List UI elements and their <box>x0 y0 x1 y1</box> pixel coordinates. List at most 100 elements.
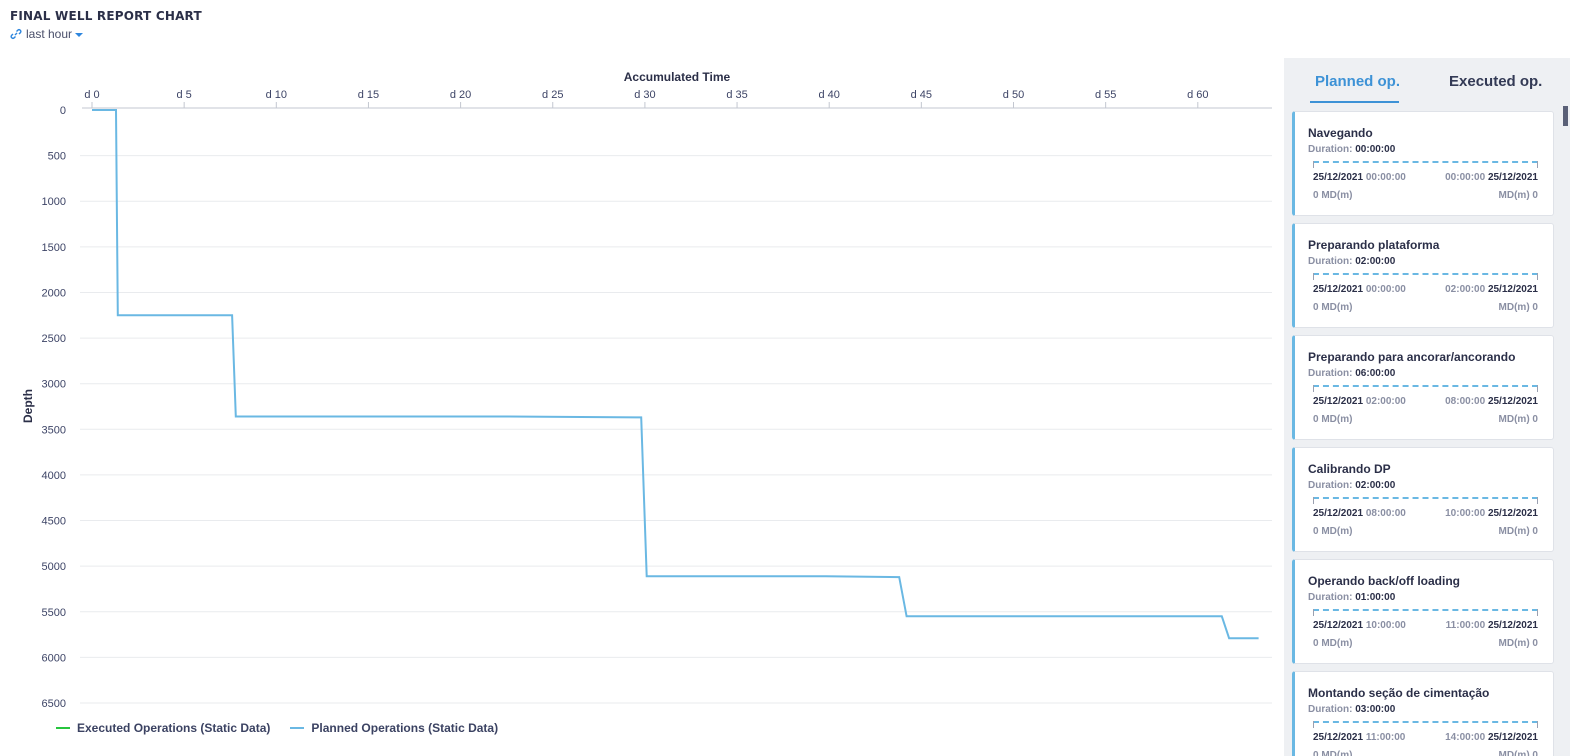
start-md: 0 MD(m) <box>1313 414 1353 425</box>
planned-series-line <box>92 109 1259 640</box>
y-tick-label: 5500 <box>42 607 66 619</box>
y-tick-label: 6000 <box>42 652 66 664</box>
tab-executed-operations[interactable]: Executed op. <box>1449 73 1543 90</box>
end-md: MD(m) 0 <box>1498 190 1538 201</box>
x-tick-label: d 35 <box>726 89 747 101</box>
timeline-start-tick <box>1313 385 1314 392</box>
operation-card[interactable]: Preparando para ancorar/ancorando Duratio… <box>1292 335 1554 440</box>
end-date: 25/12/2021 <box>1487 396 1538 407</box>
operation-name: Navegando <box>1308 126 1373 140</box>
y-tick-label: 3000 <box>42 379 66 391</box>
operations-panel: Planned op. Executed op. Navegando Durati… <box>1284 58 1570 756</box>
operation-end: 00:00:00 25/12/2021 <box>1445 172 1538 183</box>
end-time: 00:00:00 <box>1445 172 1486 183</box>
x-tick-label: d 40 <box>818 89 839 101</box>
tab-planned-operations[interactable]: Planned op. <box>1315 73 1401 90</box>
timeline-start-tick <box>1313 497 1314 504</box>
duration-value: 01:00:00 <box>1355 592 1396 603</box>
timeline-end-tick <box>1537 609 1538 616</box>
operations-tabs: Planned op. Executed op. <box>1284 58 1570 108</box>
legend-swatch-planned <box>290 727 305 729</box>
duration-value: 02:00:00 <box>1355 480 1396 491</box>
start-date: 25/12/2021 <box>1313 508 1364 519</box>
operation-duration: Duration: 02:00:00 <box>1308 256 1395 267</box>
x-tick-label: d 55 <box>1095 89 1116 101</box>
start-date: 25/12/2021 <box>1313 284 1364 295</box>
duration-label: Duration: <box>1308 480 1353 491</box>
operation-timeline <box>1313 273 1538 275</box>
operation-card[interactable]: Operando back/off loading Duration: 01:00… <box>1292 559 1554 664</box>
x-tick-label: d 25 <box>542 89 563 101</box>
timeline-end-tick <box>1537 161 1538 168</box>
start-date: 25/12/2021 <box>1313 732 1364 743</box>
x-tick-label: d 5 <box>177 89 192 101</box>
operation-name: Operando back/off loading <box>1308 574 1461 588</box>
start-md: 0 MD(m) <box>1313 190 1353 201</box>
legend-label-planned: Planned Operations (Static Data) <box>311 721 499 735</box>
operation-card[interactable]: Navegando Duration: 00:00:00 25/12/2021 00… <box>1292 111 1554 216</box>
y-tick-label: 2000 <box>42 287 66 299</box>
timeline-start-tick <box>1313 609 1314 616</box>
end-time: 08:00:00 <box>1445 396 1486 407</box>
start-time: 11:00:00 <box>1365 732 1406 743</box>
y-tick-label: 5000 <box>42 561 66 573</box>
duration-label: Duration: <box>1308 144 1353 155</box>
timeline-start-tick <box>1313 161 1314 168</box>
start-md: 0 MD(m) <box>1313 526 1353 537</box>
end-date: 25/12/2021 <box>1487 284 1538 295</box>
operation-end: 10:00:00 25/12/2021 <box>1445 508 1538 519</box>
start-time: 00:00:00 <box>1365 172 1406 183</box>
active-tab-indicator <box>1310 101 1399 103</box>
duration-value: 00:00:00 <box>1355 144 1396 155</box>
end-time: 14:00:00 <box>1445 732 1486 743</box>
end-md: MD(m) 0 <box>1498 302 1538 313</box>
y-axis-title: Depth <box>21 389 35 423</box>
end-time: 02:00:00 <box>1445 284 1486 295</box>
legend-swatch-executed <box>56 727 70 729</box>
timeline-end-tick <box>1537 721 1538 728</box>
y-tick-label: 1500 <box>42 242 66 254</box>
operation-card[interactable]: Montando seção de cimentação Duration: 03… <box>1292 671 1554 756</box>
timeline-start-tick <box>1313 273 1314 280</box>
x-tick-label: d 20 <box>450 89 471 101</box>
operation-duration: Duration: 02:00:00 <box>1308 480 1395 491</box>
end-md: MD(m) 0 <box>1498 750 1538 756</box>
timeline-start-tick <box>1313 721 1314 728</box>
timeline-end-tick <box>1537 273 1538 280</box>
start-time: 00:00:00 <box>1365 284 1406 295</box>
duration-value: 06:00:00 <box>1355 368 1396 379</box>
x-tick-label: d 0 <box>84 89 99 101</box>
start-date: 25/12/2021 <box>1313 620 1364 631</box>
operation-timeline <box>1313 721 1538 723</box>
operation-name: Preparando para ancorar/ancorando <box>1308 350 1516 364</box>
y-tick-label: 500 <box>48 151 66 163</box>
x-tick-label: d 60 <box>1187 89 1208 101</box>
operation-card[interactable]: Preparando plataforma Duration: 02:00:00 2… <box>1292 223 1554 328</box>
timeline-end-tick <box>1537 385 1538 392</box>
start-time: 02:00:00 <box>1365 396 1406 407</box>
time-range-picker[interactable]: last hour <box>10 27 202 41</box>
operation-end: 11:00:00 25/12/2021 <box>1446 620 1538 631</box>
operation-start: 25/12/2021 08:00:00 <box>1313 508 1406 519</box>
x-axis-title: Accumulated Time <box>624 70 731 84</box>
operation-end: 02:00:00 25/12/2021 <box>1445 284 1538 295</box>
panel-scrollbar[interactable] <box>1563 106 1568 126</box>
start-md: 0 MD(m) <box>1313 638 1353 649</box>
operation-name: Montando seção de cimentação <box>1308 686 1490 700</box>
y-tick-label: 4000 <box>42 470 66 482</box>
operation-timeline <box>1313 385 1538 387</box>
chevron-down-icon <box>75 33 84 37</box>
duration-value: 03:00:00 <box>1355 704 1396 715</box>
operation-timeline <box>1313 161 1538 163</box>
x-tick-label: d 45 <box>911 89 932 101</box>
y-tick-label: 4500 <box>42 516 66 528</box>
legend-item-executed[interactable]: Executed Operations (Static Data) <box>56 721 270 735</box>
duration-label: Duration: <box>1308 592 1353 603</box>
link-icon <box>10 29 22 39</box>
operation-card[interactable]: Calibrando DP Duration: 02:00:00 25/12/202… <box>1292 447 1554 552</box>
end-date: 25/12/2021 <box>1487 732 1538 743</box>
duration-label: Duration: <box>1308 368 1353 379</box>
operation-end: 08:00:00 25/12/2021 <box>1445 396 1538 407</box>
y-tick-label: 2500 <box>42 333 66 345</box>
legend-item-planned[interactable]: Planned Operations (Static Data) <box>290 721 498 735</box>
